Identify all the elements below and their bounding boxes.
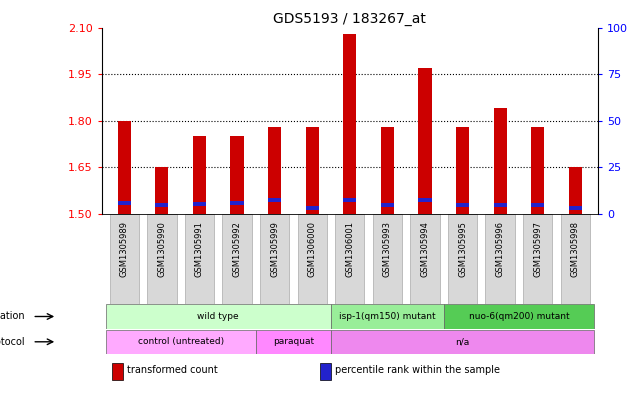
FancyBboxPatch shape bbox=[331, 304, 444, 329]
Bar bbox=[268, 198, 281, 202]
Bar bbox=[155, 167, 169, 214]
FancyBboxPatch shape bbox=[523, 214, 552, 304]
Bar bbox=[569, 206, 582, 210]
Bar bbox=[456, 203, 469, 207]
Text: GSM1305995: GSM1305995 bbox=[458, 221, 467, 277]
Text: GSM1305991: GSM1305991 bbox=[195, 221, 204, 277]
Bar bbox=[155, 203, 169, 207]
Text: n/a: n/a bbox=[455, 337, 469, 346]
Bar bbox=[343, 198, 356, 202]
FancyBboxPatch shape bbox=[335, 214, 364, 304]
Text: nuo-6(qm200) mutant: nuo-6(qm200) mutant bbox=[469, 312, 569, 321]
Bar bbox=[531, 203, 544, 207]
Bar bbox=[494, 203, 507, 207]
Bar bbox=[193, 202, 206, 206]
Bar bbox=[268, 127, 281, 214]
Bar bbox=[343, 34, 356, 214]
FancyBboxPatch shape bbox=[485, 214, 515, 304]
FancyBboxPatch shape bbox=[444, 304, 594, 329]
Text: GSM1305992: GSM1305992 bbox=[233, 221, 242, 277]
Bar bbox=[381, 203, 394, 207]
Text: GSM1305996: GSM1305996 bbox=[495, 221, 504, 277]
Bar bbox=[456, 127, 469, 214]
Text: GSM1305994: GSM1305994 bbox=[420, 221, 429, 277]
Bar bbox=[418, 198, 432, 202]
FancyBboxPatch shape bbox=[410, 214, 439, 304]
Text: GSM1306001: GSM1306001 bbox=[345, 221, 354, 277]
Bar bbox=[230, 136, 244, 214]
Bar bbox=[193, 136, 206, 214]
Bar bbox=[320, 363, 331, 380]
Text: protocol: protocol bbox=[0, 337, 25, 347]
Text: isp-1(qm150) mutant: isp-1(qm150) mutant bbox=[339, 312, 436, 321]
Text: percentile rank within the sample: percentile rank within the sample bbox=[335, 365, 500, 375]
Bar bbox=[418, 68, 432, 214]
Bar bbox=[306, 206, 319, 210]
Text: GSM1305989: GSM1305989 bbox=[120, 221, 129, 277]
FancyBboxPatch shape bbox=[298, 214, 327, 304]
Text: genotype/variation: genotype/variation bbox=[0, 312, 25, 321]
Text: paraquat: paraquat bbox=[273, 337, 314, 346]
Bar bbox=[118, 201, 131, 205]
Text: GSM1305993: GSM1305993 bbox=[383, 221, 392, 277]
Text: GSM1305998: GSM1305998 bbox=[570, 221, 580, 277]
FancyBboxPatch shape bbox=[448, 214, 477, 304]
FancyBboxPatch shape bbox=[223, 214, 252, 304]
FancyBboxPatch shape bbox=[148, 214, 177, 304]
Bar bbox=[230, 201, 244, 205]
Text: wild type: wild type bbox=[197, 312, 239, 321]
Text: control (untreated): control (untreated) bbox=[137, 337, 224, 346]
Bar bbox=[531, 127, 544, 214]
Bar bbox=[306, 127, 319, 214]
Bar bbox=[112, 363, 123, 380]
FancyBboxPatch shape bbox=[109, 214, 139, 304]
FancyBboxPatch shape bbox=[561, 214, 590, 304]
FancyBboxPatch shape bbox=[373, 214, 402, 304]
Bar bbox=[569, 167, 582, 214]
Text: GSM1305999: GSM1305999 bbox=[270, 221, 279, 277]
Text: GSM1306000: GSM1306000 bbox=[308, 221, 317, 277]
FancyBboxPatch shape bbox=[106, 304, 331, 329]
Text: GSM1305997: GSM1305997 bbox=[533, 221, 543, 277]
Title: GDS5193 / 183267_at: GDS5193 / 183267_at bbox=[273, 13, 426, 26]
FancyBboxPatch shape bbox=[106, 330, 256, 354]
Bar bbox=[381, 127, 394, 214]
Bar bbox=[494, 108, 507, 214]
FancyBboxPatch shape bbox=[331, 330, 594, 354]
FancyBboxPatch shape bbox=[256, 330, 331, 354]
Bar bbox=[118, 121, 131, 214]
FancyBboxPatch shape bbox=[185, 214, 214, 304]
Text: GSM1305990: GSM1305990 bbox=[157, 221, 167, 277]
FancyBboxPatch shape bbox=[260, 214, 289, 304]
Text: transformed count: transformed count bbox=[127, 365, 218, 375]
